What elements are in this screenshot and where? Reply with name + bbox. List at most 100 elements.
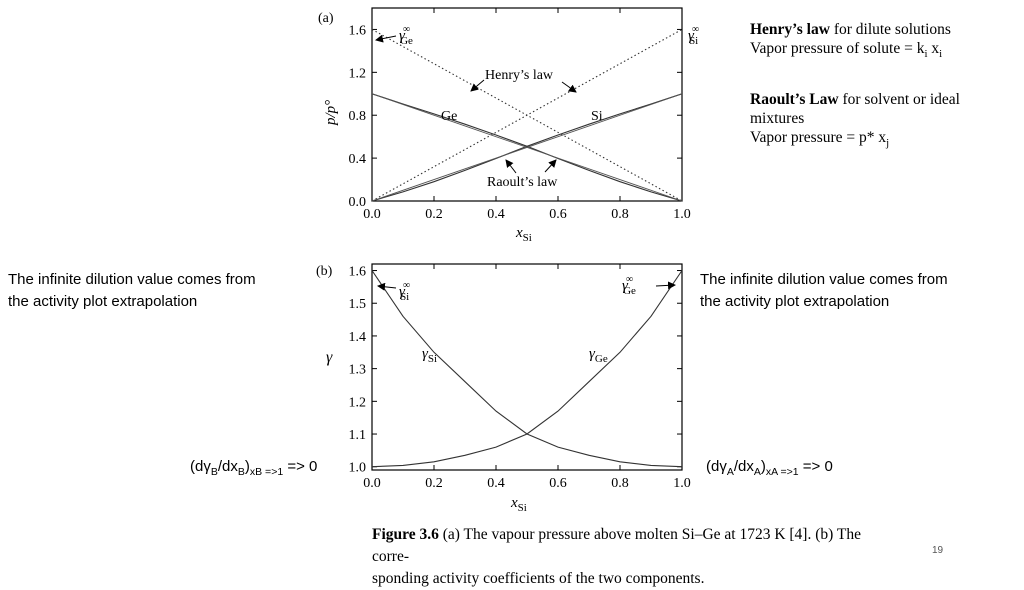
caption-line2: sponding activity coefficients of the tw… [372,570,705,587]
raoult-heading: Raoult’s Law [750,91,839,109]
deriv-left-post: => 0 [283,458,318,475]
chart-a-arrow-henry-right [561,81,577,93]
chart-b-arrow-gamma-ge [655,281,676,290]
henry-sub-i: i [924,48,928,61]
right-note-line1: The infinite dilution value comes from [700,271,948,288]
chart-a-series-5-line [371,93,683,202]
deriv-right-pre: (dγ [706,458,727,475]
chart-b-xtick-label: 0.4 [487,476,505,491]
chart-b-arrow-gamma-si [377,282,397,291]
henry-sub-i2: i [939,48,943,61]
chart-a-arrow-henry-left [470,79,485,92]
chart-a-henrys-law-label: Henry’s law [485,68,554,83]
henry-line2-text: Vapor pressure of solute = k [750,40,925,57]
chart-b-xtick-label: 0.0 [363,476,381,491]
chart-b-ytick-label: 1.4 [349,330,367,345]
chart-b: (b) 0.0 0.2 0.4 0.6 0.8 1.0 1.0 1.1 1.2 1.3 1.4 1.5… [316,263,691,514]
henry-heading: Henry’s law [750,21,830,38]
chart-b-ytick-label: 1.6 [349,265,367,280]
chart-a-xtick-label: 0.8 [611,207,629,222]
chart-b-series-1-line [371,270,683,468]
raoult-line1: Raoult’s Law for solvent or ideal [750,90,1020,109]
right-note-line2: the activity plot extrapolation [700,293,890,310]
deriv-left-sub1: B [210,466,218,478]
chart-a-xtick-label: 0.6 [549,207,567,222]
deriv-right-close: ) [760,458,766,475]
chart-b-gamma-si-label: γSi [422,346,437,365]
chart-b-xtick-label: 0.8 [611,476,629,491]
raoult-line2: mixtures [750,110,805,128]
henry-x: x [927,40,940,57]
chart-b-ylabel: γ [326,349,333,366]
caption-text: (a) The vapour pressure above molten Si–… [372,526,861,565]
chart-a-ytick-label: 1.6 [349,23,367,38]
chart-b-gamma-ge-label: γGe [589,346,608,365]
raoult-line3-text: Vapor pressure = p* x [750,129,887,147]
left-note: The infinite dilution value comes from t… [8,269,256,313]
chart-b-ytick-label: 1.5 [349,297,367,312]
henry-rest: for dilute solutions [833,21,951,38]
chart-a-series-1-line [371,93,683,202]
deriv-left: (dγB/dxB)xB =>1 => 0 [190,458,317,478]
chart-a-xlabel: xSi [515,225,532,244]
chart-b-xtick-label: 0.6 [549,476,567,491]
chart-a-gamma-si-inf: γ∞ Si [688,24,699,47]
chart-b-ticks: 0.0 0.2 0.4 0.6 0.8 1.0 1.0 1.1 1.2 1.3 1.4 1.5 1.6 [349,264,691,491]
deriv-right-sub1: A [726,466,734,478]
chart-b-panel-label: (b) [316,264,333,279]
left-note-line2: the activity plot extrapolation [8,293,198,310]
chart-b-xtick-label: 1.0 [673,476,691,491]
deriv-left-mid: /dx [217,458,238,475]
chart-a-ge-label: Ge [441,109,457,124]
deriv-left-pre: (dγ [190,458,211,475]
chart-b-gamma-ge-inf: γ∞ Ge [622,274,636,297]
deriv-left-close: ) [244,458,250,475]
deriv-left-sub3: xB =>1 [249,466,284,478]
chart-a-arrow-gamma-ge [375,34,397,43]
deriv-left-sub2: B [237,466,245,478]
chart-a-frame [371,7,683,202]
chart-a-raoults-law-label: Raoult’s law [487,175,558,190]
deriv-right-sub3: xA =>1 [765,466,799,478]
chart-a-si-label: Si [591,109,603,124]
figure-svg: (a) 0.0 0.2 0.4 0.6 0.8 1.00.00.40.81.21.6 p/… [316,7,699,514]
chart-b-xtick-label: 0.2 [425,476,443,491]
chart-a-panel-label: (a) [318,11,334,26]
chart-b-series-0-line [371,270,683,468]
chart-a: (a) 0.0 0.2 0.4 0.6 0.8 1.0 0.0 0.4 0.8 1.2 1.6 p/… [318,7,699,244]
deriv-right-post: => 0 [798,458,833,475]
chart-a-xtick-label: 0.0 [363,207,381,222]
raoult-line3: Vapor pressure = p* xj [750,128,1020,153]
chart-a-arrow-raoult-right [544,159,557,173]
caption-bold: Figure 3.6 [372,526,439,543]
chart-b-frame [371,263,683,471]
chart-b-ytick-label: 1.3 [349,363,367,378]
chart-a-lines [371,28,683,202]
chart-a-ylabel: p/p° [323,100,339,126]
chart-a-xtick-label: 1.0 [673,207,691,222]
chart-b-xlabel: xSi [510,495,527,514]
deriv-right-sub2: A [753,466,761,478]
chart-a-ticks: 0.0 0.2 0.4 0.6 0.8 1.0 0.0 0.4 0.8 1.2 1.6 [349,8,691,222]
left-note-line1: The infinite dilution value comes from [8,271,256,288]
henry-line2: Vapor pressure of solute = ki xi [750,39,1020,64]
raoult-sub-j: j [886,137,890,150]
right-note: The infinite dilution value comes from t… [700,269,948,313]
figure-caption: Figure 3.6 (a) The vapour pressure above… [372,524,872,590]
chart-b-gamma-si-inf: γ∞ Si [399,280,410,303]
chart-b-ytick-label: 1.0 [349,461,367,476]
chart-b-ytick-label: 1.2 [349,395,367,410]
chart-a-arrow-raoult-left [505,159,517,174]
chart-a-ytick-label: 0.4 [349,152,367,167]
chart-b-lines [371,270,683,468]
chart-a-ytick-label: 1.2 [349,66,367,81]
chart-a-gamma-ge-inf: γ∞ Ge [399,24,413,47]
chart-a-xtick-label: 0.4 [487,207,505,222]
right-notes: Henry’s law for dilute solutions Vapor p… [750,20,1020,153]
henry-line1: Henry’s law for dilute solutions [750,20,1020,39]
chart-b-ytick-label: 1.1 [349,428,367,443]
deriv-right-mid: /dx [733,458,754,475]
chart-a-ytick-label: 0.0 [349,195,367,210]
chart-a-series-3-line [371,28,683,202]
chart-a-ytick-label: 0.8 [349,109,367,124]
